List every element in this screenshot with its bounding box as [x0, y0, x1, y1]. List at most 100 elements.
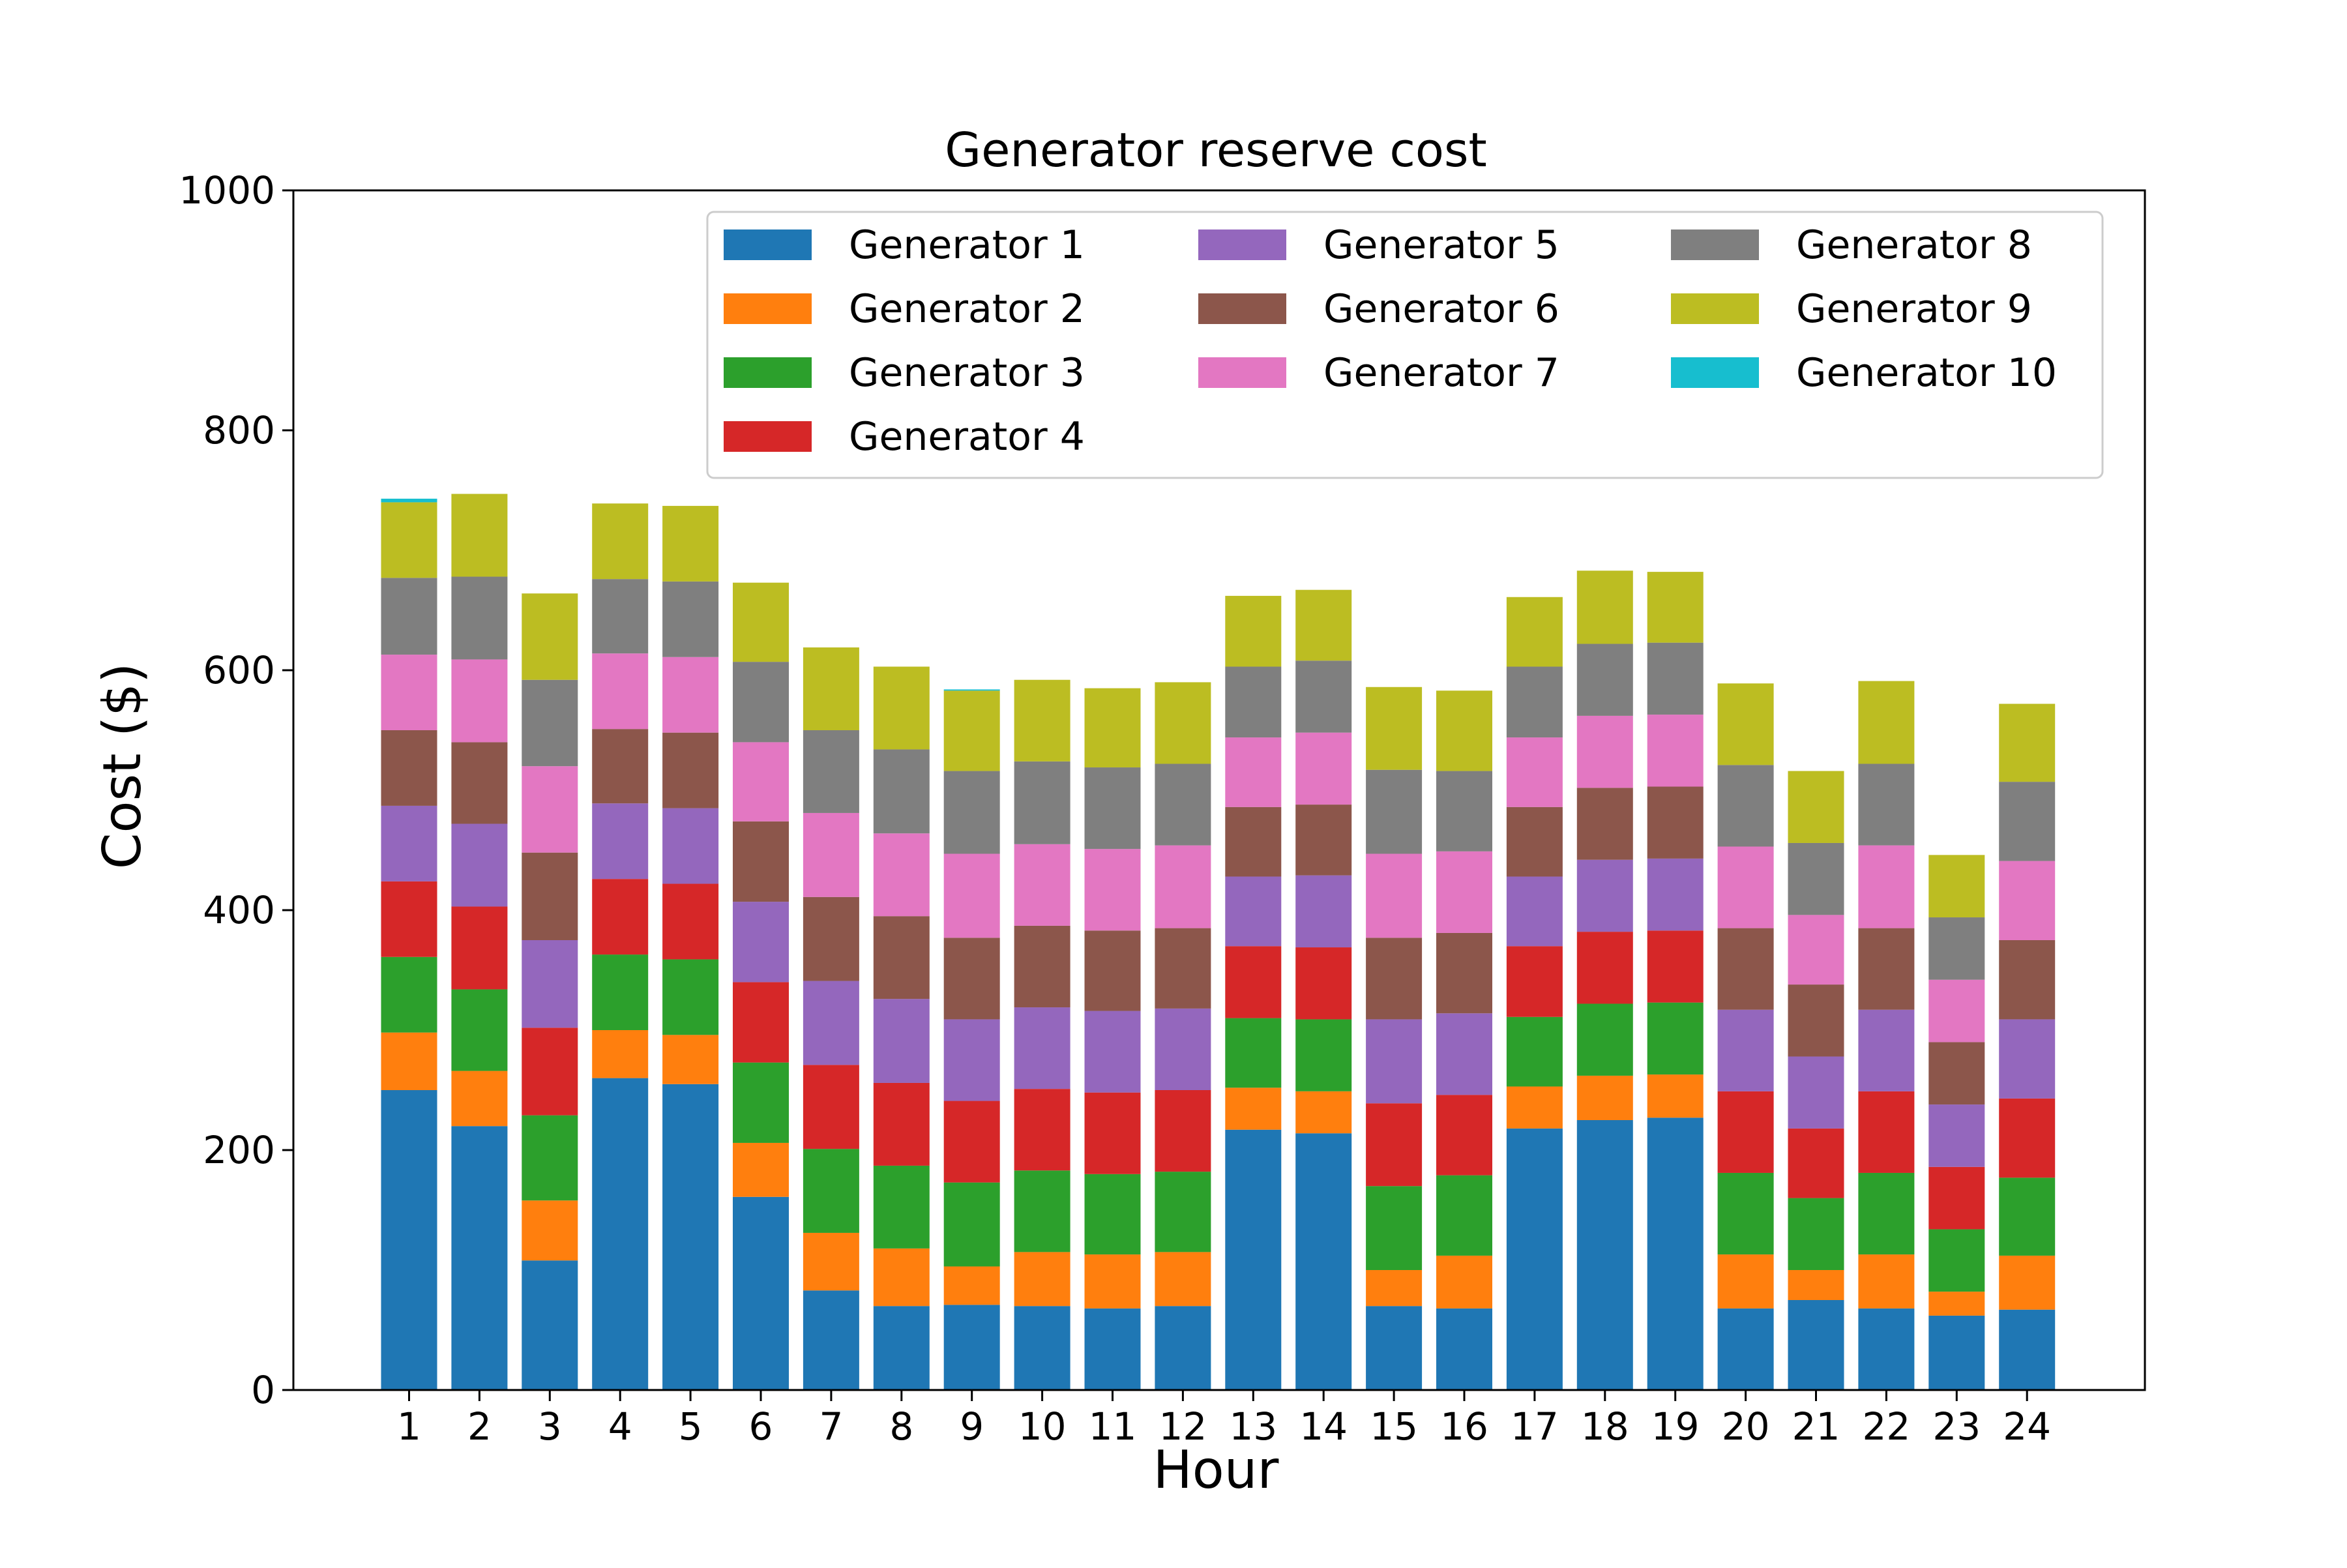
x-tick-label: 4 — [608, 1404, 632, 1449]
bar-hour-15-generator-9 — [1366, 687, 1423, 770]
bar-hour-12-generator-9 — [1155, 682, 1211, 764]
legend-label: Generator 5 — [1323, 222, 1559, 268]
bar-hour-14-generator-8 — [1295, 660, 1352, 733]
bar-hour-8-generator-8 — [873, 749, 930, 834]
bar-hour-3-generator-7 — [522, 766, 578, 853]
plot-frame — [292, 189, 2146, 1391]
bar-hour-10-generator-4 — [1014, 1089, 1070, 1171]
bar-hour-12-generator-5 — [1155, 1008, 1211, 1090]
bar-hour-11-generator-3 — [1084, 1174, 1141, 1255]
bar-hour-16-generator-2 — [1436, 1255, 1492, 1309]
bar-hour-6-generator-3 — [733, 1062, 789, 1143]
bar-hour-7-generator-2 — [803, 1232, 859, 1291]
bar-hour-23-generator-1 — [1928, 1315, 1985, 1390]
legend-swatch — [1198, 293, 1286, 324]
legend-swatch — [724, 421, 812, 452]
bar-hour-12-generator-3 — [1155, 1172, 1211, 1252]
bar-hour-3-generator-1 — [522, 1260, 578, 1390]
bar-hour-4-generator-9 — [592, 503, 649, 580]
bar-hour-22-generator-7 — [1858, 845, 1915, 928]
bar-hour-3-generator-6 — [522, 852, 578, 940]
bar-hour-13-generator-1 — [1225, 1129, 1282, 1390]
bar-hour-14-generator-3 — [1295, 1019, 1352, 1091]
bar-hour-10-generator-6 — [1014, 925, 1070, 1008]
bar-hour-11-generator-1 — [1084, 1308, 1141, 1390]
x-tick-label: 24 — [2003, 1404, 2051, 1449]
legend-label: Generator 1 — [849, 222, 1085, 268]
bar-hour-4-generator-3 — [592, 954, 649, 1030]
bar-hour-3-generator-3 — [522, 1115, 578, 1201]
bar-hour-15-generator-1 — [1366, 1306, 1423, 1390]
bar-hour-2-generator-6 — [451, 742, 508, 824]
bar-hour-16-generator-4 — [1436, 1095, 1492, 1176]
legend: Generator 1 Generator 2 Generator 3 Generat… — [706, 211, 2104, 479]
y-tick-label: 1000 — [179, 168, 275, 213]
bar-hour-3-generator-9 — [522, 593, 578, 680]
bar-hour-4-generator-1 — [592, 1078, 649, 1390]
bar-hour-24-generator-8 — [1999, 782, 2056, 861]
bar-hour-15-generator-5 — [1366, 1019, 1423, 1104]
bar-hour-12-generator-7 — [1155, 845, 1211, 928]
bar-hour-11-generator-9 — [1084, 688, 1141, 768]
bar-hour-19-generator-6 — [1647, 786, 1704, 859]
legend-label: Generator 2 — [849, 286, 1085, 332]
bar-hour-15-generator-7 — [1366, 853, 1423, 938]
bar-hour-1-generator-9 — [381, 502, 437, 578]
bar-hour-21-generator-8 — [1788, 842, 1844, 915]
bar-hour-17-generator-1 — [1506, 1128, 1563, 1390]
bar-hour-15-generator-6 — [1366, 938, 1423, 1020]
bar-hour-16-generator-9 — [1436, 690, 1492, 771]
bar-hour-20-generator-4 — [1717, 1091, 1774, 1173]
bar-hour-22-generator-3 — [1858, 1172, 1915, 1255]
y-axis-label: Cost ($) — [92, 663, 153, 870]
legend-frame — [706, 211, 2104, 479]
bar-hour-7-generator-5 — [803, 981, 859, 1065]
chart-title: Generator reserve cost — [945, 123, 1486, 177]
bar-hour-12-generator-4 — [1155, 1090, 1211, 1172]
bar-hour-11-generator-4 — [1084, 1092, 1141, 1174]
bar-hour-15-generator-2 — [1366, 1270, 1423, 1307]
bar-hour-10-generator-5 — [1014, 1007, 1070, 1089]
bar-hour-22-generator-4 — [1858, 1091, 1915, 1173]
bar-hour-11-generator-7 — [1084, 849, 1141, 931]
bar-hour-8-generator-4 — [873, 1082, 930, 1166]
x-tick-label: 13 — [1229, 1404, 1277, 1449]
bar-hour-10-generator-2 — [1014, 1252, 1070, 1307]
bar-hour-18-generator-5 — [1576, 859, 1633, 932]
bar-hour-4-generator-4 — [592, 879, 649, 955]
bar-hour-19-generator-5 — [1647, 858, 1704, 931]
bar-hour-5-generator-3 — [662, 959, 719, 1035]
legend-label: Generator 10 — [1796, 350, 2057, 396]
bar-hour-7-generator-7 — [803, 812, 859, 897]
bar-hour-23-generator-9 — [1928, 855, 1985, 918]
bar-hour-6-generator-2 — [733, 1142, 789, 1197]
y-tick-label: 200 — [203, 1128, 275, 1172]
bar-hour-20-generator-7 — [1717, 846, 1774, 928]
legend-swatch — [1671, 357, 1759, 388]
bar-hour-9-generator-3 — [943, 1182, 1000, 1267]
bar-hour-24-generator-5 — [1999, 1019, 2056, 1099]
bar-hour-20-generator-9 — [1717, 683, 1774, 765]
bar-hour-13-generator-3 — [1225, 1018, 1282, 1088]
bar-hour-9-generator-2 — [943, 1266, 1000, 1305]
bar-hour-10-generator-3 — [1014, 1170, 1070, 1252]
bar-hour-8-generator-1 — [873, 1306, 930, 1390]
bar-hour-14-generator-1 — [1295, 1133, 1352, 1390]
x-tick-label: 3 — [538, 1404, 562, 1449]
legend-label: Generator 7 — [1323, 350, 1559, 396]
x-tick-label: 20 — [1722, 1404, 1770, 1449]
bar-hour-3-generator-2 — [522, 1200, 578, 1261]
bar-hour-3-generator-8 — [522, 679, 578, 767]
x-tick-label: 12 — [1159, 1404, 1207, 1449]
bar-hour-19-generator-4 — [1647, 930, 1704, 1003]
bar-hour-22-generator-5 — [1858, 1009, 1915, 1091]
bar-hour-4-generator-6 — [592, 729, 649, 804]
x-tick-label: 1 — [397, 1404, 421, 1449]
x-tick-label: 19 — [1651, 1404, 1700, 1449]
y-tick-label: 400 — [203, 888, 275, 932]
bar-hour-12-generator-8 — [1155, 763, 1211, 846]
x-axis-label: Hour — [1153, 1440, 1279, 1500]
bar-hour-24-generator-7 — [1999, 861, 2056, 940]
bar-hour-14-generator-7 — [1295, 732, 1352, 805]
